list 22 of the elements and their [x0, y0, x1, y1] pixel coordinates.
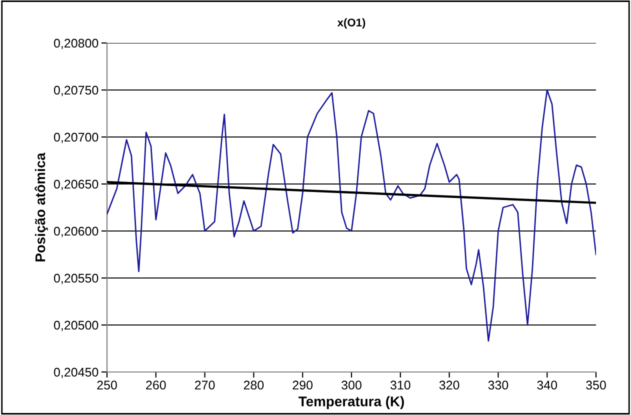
x-tick-label: 250	[97, 380, 117, 390]
x-tick-label: 340	[537, 380, 558, 390]
x-tick-label: 300	[342, 380, 362, 390]
y-tick-label: 0,20500	[54, 320, 98, 332]
y-tick-label: 0,20700	[54, 132, 98, 144]
y-tick-label: 0,20800	[54, 38, 98, 50]
x-tick-label: 290	[292, 380, 313, 390]
x-tick-label: 260	[146, 380, 166, 390]
x-tick-label: 320	[439, 380, 460, 390]
x-tick-label: 310	[390, 380, 410, 390]
y-tick-label: 0,20650	[54, 180, 98, 190]
y-tick-label: 0,20450	[54, 368, 98, 378]
chart-title: x(O1)	[337, 18, 366, 29]
x-tick-label: 350	[586, 380, 606, 390]
x-axis-title: Temperatura (K)	[298, 396, 404, 410]
x-tick-label: 330	[488, 380, 508, 390]
y-tick-label: 0,20550	[54, 274, 98, 284]
x-tick-label: 270	[195, 380, 215, 390]
y-axis-title: Posição atômica	[34, 152, 48, 262]
y-tick-label: 0,20750	[54, 86, 98, 96]
x-tick-label: 280	[244, 380, 264, 390]
y-tick-label: 0,20600	[54, 226, 98, 238]
